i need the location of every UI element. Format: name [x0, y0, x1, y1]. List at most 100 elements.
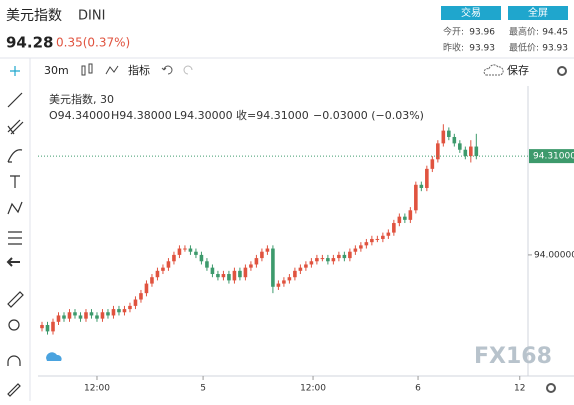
candle-body: [392, 223, 396, 233]
fib-tool[interactable]: [7, 119, 24, 135]
candle-body: [265, 248, 270, 252]
candle-body: [452, 136, 457, 144]
ruler-tool[interactable]: [7, 291, 24, 308]
candle-body: [122, 309, 127, 313]
candle-body: [364, 242, 369, 246]
candle-body: [326, 258, 330, 262]
candle-body: [249, 264, 253, 268]
candle-body: [194, 251, 198, 255]
x-tick-label: 12: [514, 384, 525, 394]
settings[interactable]: [557, 66, 567, 76]
candle-body: [139, 293, 143, 300]
undo[interactable]: [161, 65, 173, 75]
zoom-tool[interactable]: [8, 319, 20, 331]
fullscreen-button[interactable]: [508, 6, 568, 20]
candle-body: [106, 312, 110, 316]
legend-change: −0.03000 (−0.03%): [313, 109, 424, 122]
candle-body: [216, 274, 220, 278]
candle-body: [474, 146, 479, 157]
x-tick-label: 12:00: [84, 384, 110, 394]
measure-tool[interactable]: [8, 231, 22, 245]
candle-body: [51, 321, 55, 332]
candle-body: [315, 258, 319, 262]
candle-body: [337, 254, 341, 259]
candle-body: [469, 146, 473, 157]
magnet-tool[interactable]: [7, 355, 21, 366]
candle-body: [40, 325, 44, 329]
indicators[interactable]: 指标: [128, 63, 150, 77]
cloud-icon[interactable]: [483, 64, 504, 76]
candle-body: [271, 248, 275, 287]
candle-body: [150, 277, 154, 284]
last-price-label: 94.31000: [533, 152, 574, 162]
fullscreen-button-label[interactable]: 全屏: [528, 6, 548, 19]
candle-body: [458, 143, 462, 150]
candle-body: [293, 270, 297, 278]
trade-button[interactable]: [441, 6, 501, 20]
text-tool[interactable]: [10, 175, 20, 188]
brush-tool[interactable]: [7, 149, 23, 163]
candle-body: [155, 270, 160, 278]
stat-label: 昨收:: [443, 42, 464, 54]
candle-body: [447, 130, 451, 137]
candle-body: [381, 235, 385, 239]
candle-body: [84, 312, 88, 319]
candle-body: [166, 261, 171, 268]
code: DINI: [78, 9, 105, 24]
candle-body: [441, 130, 446, 144]
change: 0.35(0.37%): [56, 36, 130, 50]
candle-body: [276, 283, 281, 287]
candle-body: [331, 258, 336, 262]
legend-name: 美元指数, 30: [49, 92, 114, 106]
candle-body: [436, 143, 440, 160]
candle-body: [62, 315, 66, 319]
candle-body: [397, 216, 402, 224]
hide-tool[interactable]: [6, 257, 20, 267]
line-tool[interactable]: [7, 92, 23, 108]
candle-body: [414, 184, 418, 211]
watermark: FX168: [474, 344, 552, 369]
candle-body: [95, 315, 99, 319]
candle-body: [177, 248, 182, 255]
candle-body: [320, 258, 325, 260]
candle-body: [260, 251, 264, 259]
candle-body: [430, 159, 435, 169]
crosshair-tool[interactable]: [10, 66, 20, 76]
redo[interactable]: [183, 65, 193, 75]
candle-body: [73, 312, 77, 316]
candle-body: [348, 251, 352, 259]
legend-high: H94.38000: [111, 109, 172, 122]
trade-button-label[interactable]: 交易: [461, 6, 481, 19]
candle-body: [309, 261, 314, 265]
candle-icon[interactable]: [81, 63, 93, 76]
logo: [46, 352, 62, 361]
candle-body: [183, 248, 187, 250]
candle-body: [111, 309, 116, 316]
lock-tool[interactable]: [7, 383, 21, 397]
candle-body: [172, 254, 176, 262]
x-tick-label: 5: [200, 384, 206, 394]
candle-body: [67, 312, 72, 319]
candle-body: [419, 184, 424, 188]
save[interactable]: 保存: [507, 63, 529, 77]
candle-body: [254, 258, 259, 265]
legend-close: 收=94.31000: [236, 108, 309, 122]
stat-label: 最低价:: [509, 42, 539, 54]
candle-body: [199, 254, 204, 262]
candle-body: [133, 299, 138, 306]
axis-settings[interactable]: [546, 383, 556, 393]
candle-body: [188, 248, 193, 252]
indicator-icon[interactable]: [105, 65, 119, 75]
candle-body: [89, 312, 94, 316]
pattern-tool[interactable]: [7, 201, 23, 215]
stat-label: 最高价:: [509, 26, 539, 38]
candle-body: [210, 267, 215, 275]
candle-body: [425, 168, 429, 188]
candle-body: [304, 264, 308, 268]
candle-body: [342, 254, 347, 259]
interval[interactable]: 30m: [44, 64, 69, 77]
stat-value: 94.45: [542, 28, 568, 38]
candle-body: [128, 305, 132, 310]
left-toolbar: [6, 66, 24, 397]
